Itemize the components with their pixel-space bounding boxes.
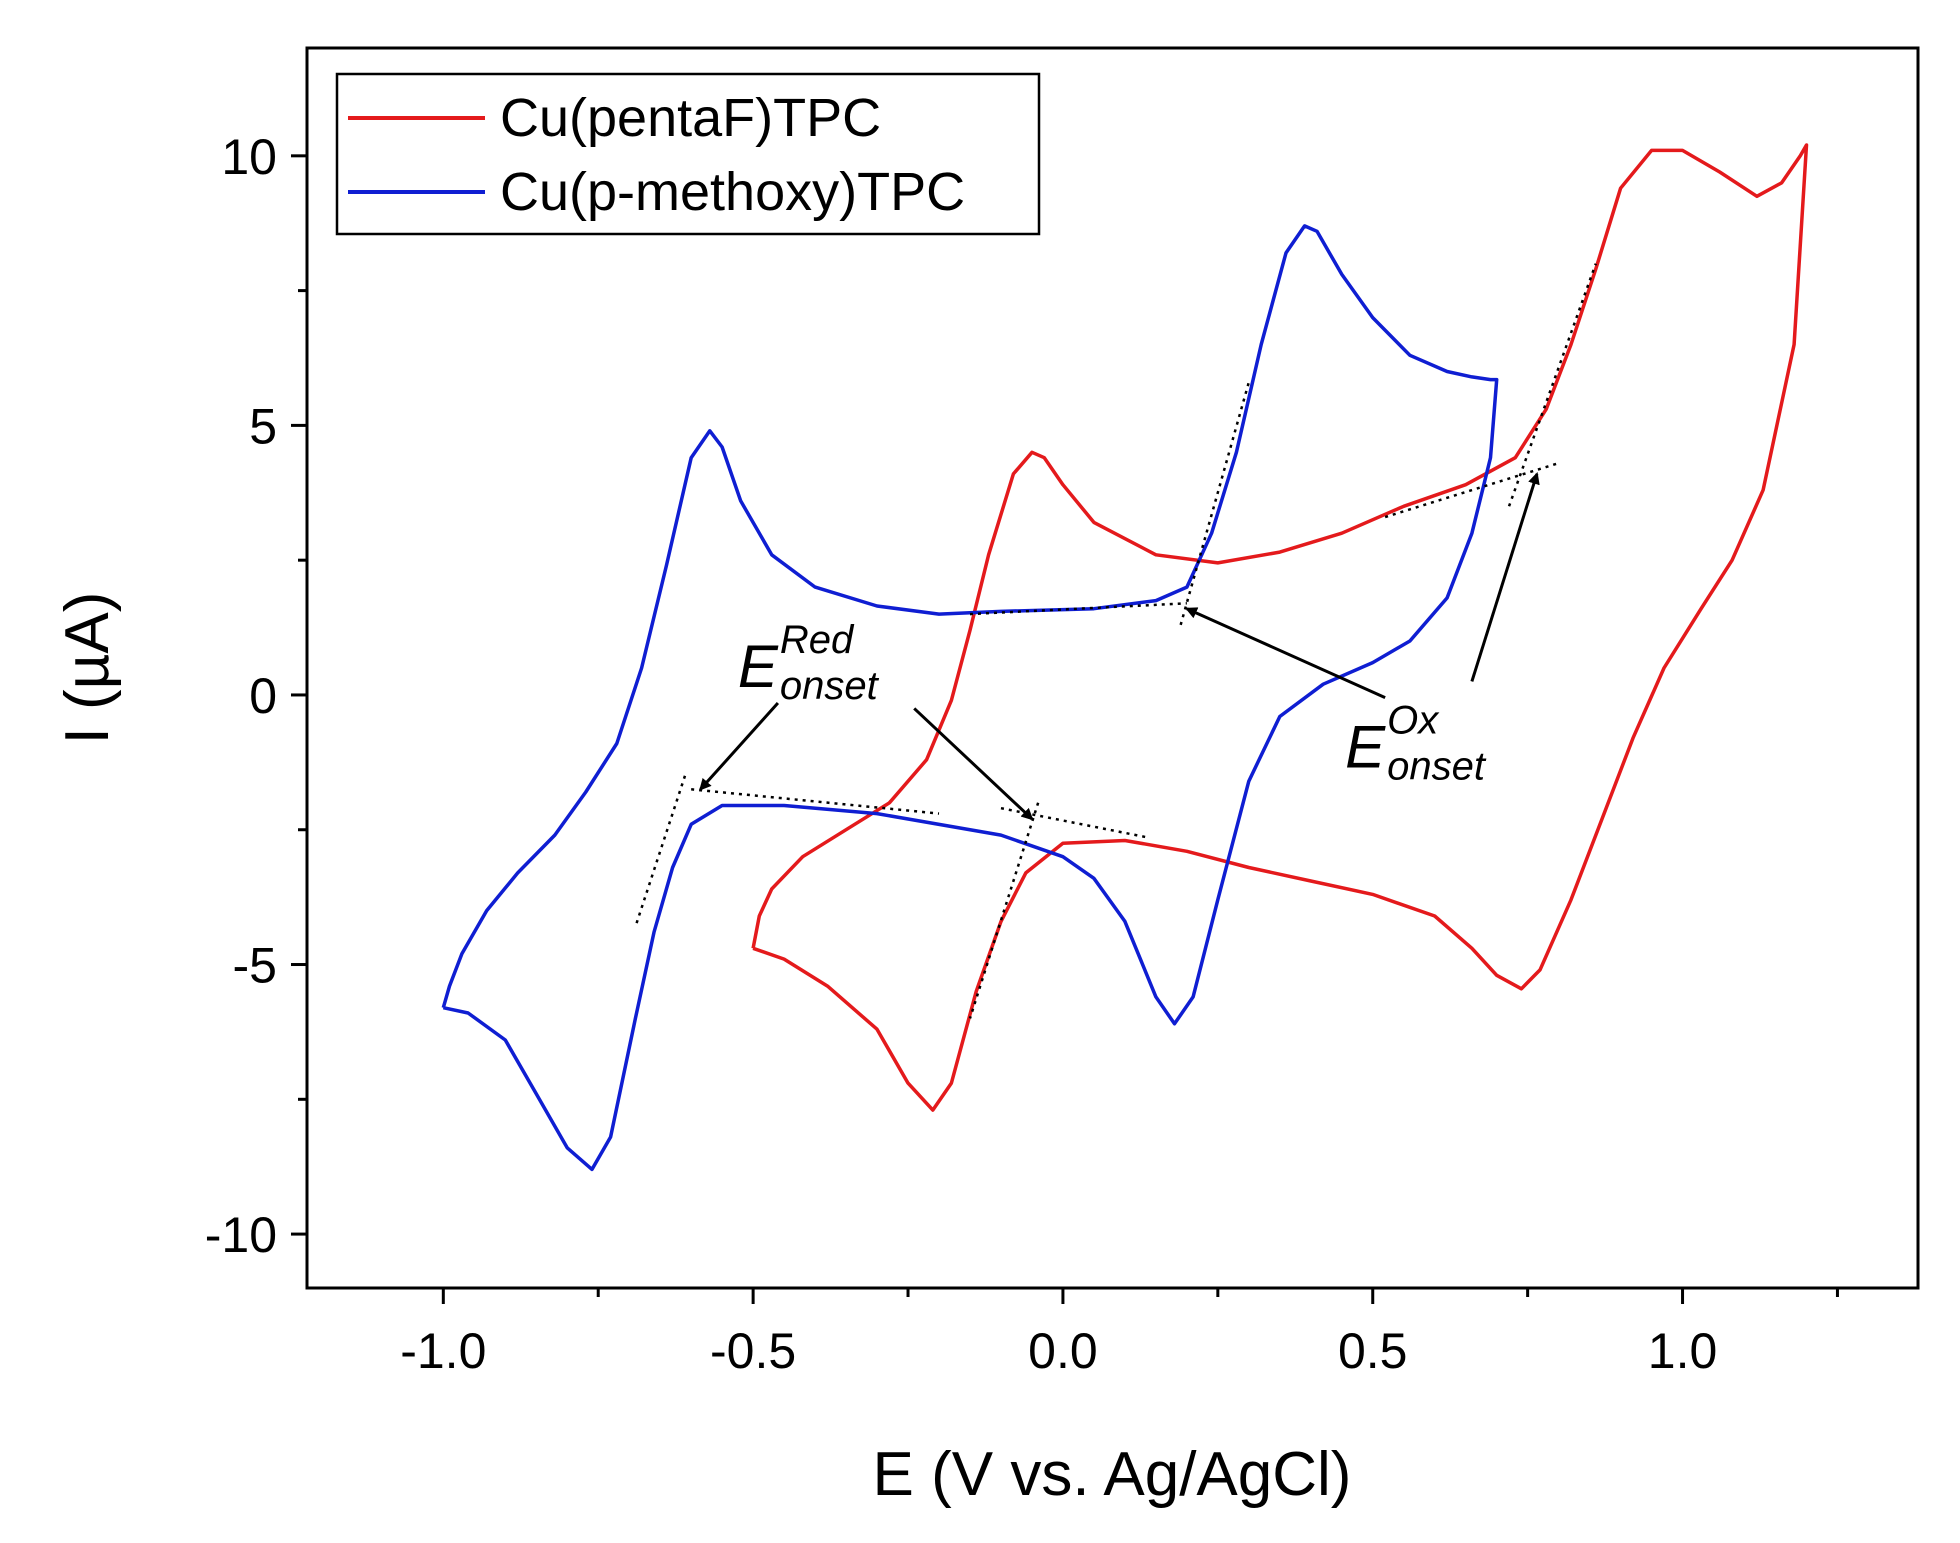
x-axis-title: E (V vs. Ag/AgCl) [873, 1440, 1352, 1509]
series-line-1 [441, 224, 1499, 1172]
annotation-arrow-1-0 [1185, 607, 1386, 700]
y-tick-label-2: 0 [249, 668, 277, 724]
tangent-guide-5 [634, 775, 687, 928]
x-tick-label-2: 0.0 [1028, 1323, 1098, 1379]
tangent-guide-3 [1507, 263, 1597, 507]
legend-label-pentaf: Cu(pentaF)TPC [500, 88, 881, 148]
annotation-subscript-0: onset [780, 664, 880, 708]
annotation-label-1: E [1345, 714, 1386, 781]
curves-layer [441, 143, 1809, 1172]
y-tick-label-4: 10 [221, 129, 277, 185]
x-tick-label-0: -1.0 [400, 1323, 486, 1379]
y-axis: -10 -5 0 5 10 [205, 129, 307, 1263]
x-tick-label-3: 0.5 [1338, 1323, 1408, 1379]
annotation-superscript-0: Red [780, 618, 855, 662]
tangent-guide-1 [1179, 381, 1251, 626]
legend: Cu(pentaF)TPC Cu(p-methoxy)TPC [335, 72, 1041, 236]
tangent-guide-2 [1384, 461, 1559, 519]
series-line-0 [751, 143, 1809, 1112]
tangent-guide-4 [691, 788, 940, 815]
x-tick-label-4: 1.0 [1648, 1323, 1718, 1379]
legend-label-methoxy: Cu(p-methoxy)TPC [500, 162, 965, 222]
annotation-superscript-1: Ox [1387, 699, 1440, 743]
x-tick-label-1: -0.5 [710, 1323, 796, 1379]
y-tick-label-0: -10 [205, 1207, 277, 1263]
annotation-arrow-1-1 [1470, 472, 1540, 682]
tangent-guide-7 [968, 802, 1040, 1019]
annotation-arrow-0-0 [699, 702, 780, 791]
annotation-subscript-1: onset [1387, 745, 1487, 789]
y-tick-label-1: -5 [233, 938, 277, 994]
legend-box [335, 72, 1041, 236]
plot-frame [305, 46, 1920, 1290]
annotation-arrow-0-1 [913, 707, 1034, 821]
y-tick-label-3: 5 [249, 398, 277, 454]
annotation-label-0: E [738, 633, 779, 700]
y-axis-title: I (µA) [53, 592, 122, 745]
x-axis: -1.0 -0.5 0.0 0.5 1.0 [400, 1288, 1839, 1379]
